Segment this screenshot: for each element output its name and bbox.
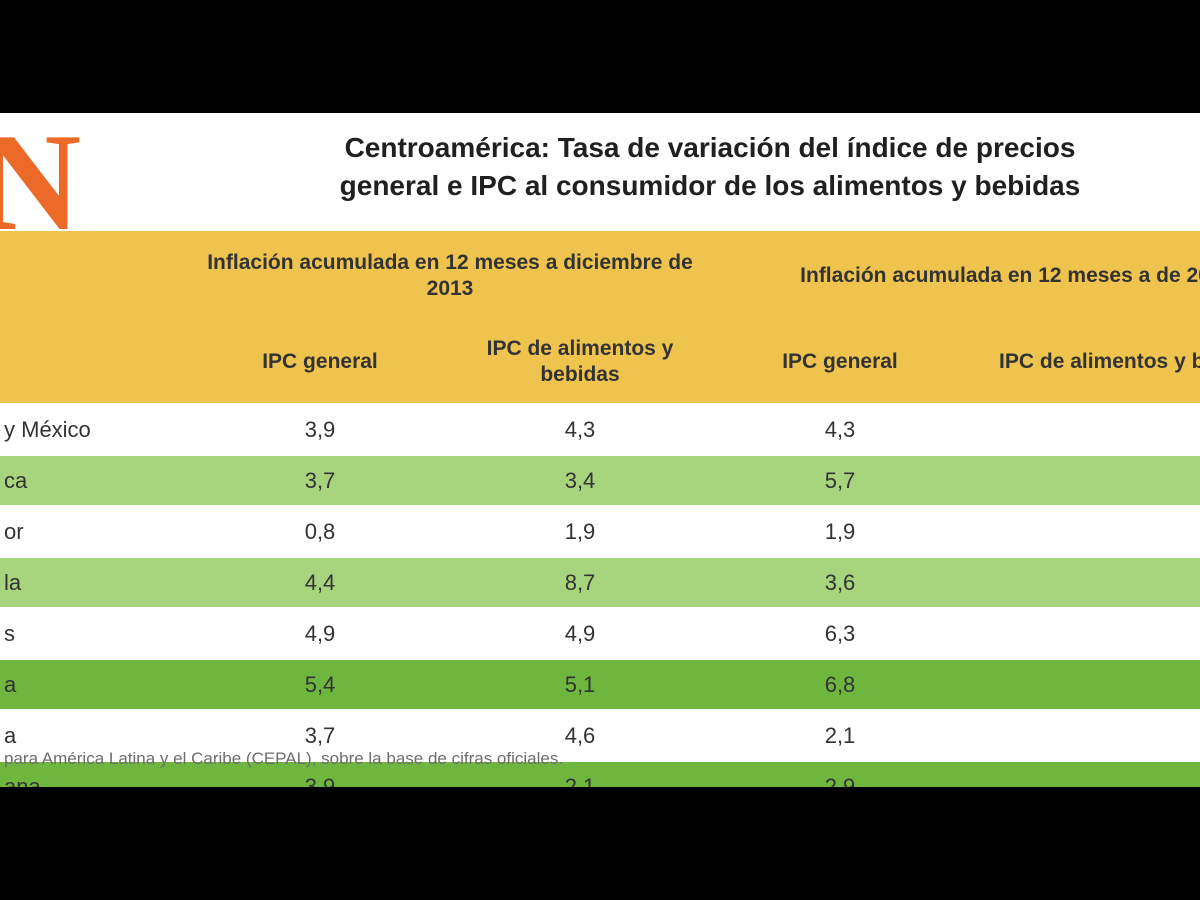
cell-value: 4,9 — [190, 608, 450, 659]
source-note: para América Latina y el Caribe (CEPAL),… — [4, 749, 1194, 769]
table-row: s4,94,96,3 — [0, 608, 1200, 659]
header-sub-empty — [0, 321, 190, 404]
header-group-2013: Inflación acumulada en 12 meses a diciem… — [190, 231, 710, 321]
cell-value — [970, 608, 1200, 659]
row-label: ca — [0, 455, 190, 506]
cell-value: 1,9 — [710, 506, 970, 557]
cell-value: 4,4 — [190, 557, 450, 608]
cell-value: 6,8 — [710, 659, 970, 710]
row-label: y México — [0, 404, 190, 455]
cell-value — [970, 659, 1200, 710]
row-label: la — [0, 557, 190, 608]
table-header-group-row: Inflación acumulada en 12 meses a diciem… — [0, 231, 1200, 321]
cell-value: 1,9 — [450, 506, 710, 557]
cell-value — [970, 404, 1200, 455]
cell-value: 4,9 — [450, 608, 710, 659]
table-row: ca3,73,45,7 — [0, 455, 1200, 506]
cell-value: 5,4 — [190, 659, 450, 710]
header-col-ipc-alimentos-2013: IPC de alimentos y bebidas — [450, 321, 710, 404]
row-label: a — [0, 659, 190, 710]
row-label: or — [0, 506, 190, 557]
table-header-sub-row: IPC general IPC de alimentos y bebidas I… — [0, 321, 1200, 404]
cell-value — [970, 557, 1200, 608]
cell-value: 4,3 — [710, 404, 970, 455]
row-label: s — [0, 608, 190, 659]
table-title: Centroamérica: Tasa de variación del índ… — [220, 129, 1200, 205]
header-col-ipc-alimentos-2014: IPC de alimentos y bebidas — [970, 321, 1200, 404]
cell-value — [970, 506, 1200, 557]
inflation-table: Inflación acumulada en 12 meses a diciem… — [0, 231, 1200, 787]
header-empty — [0, 231, 190, 321]
table-row: or0,81,91,9 — [0, 506, 1200, 557]
cell-value: 3,6 — [710, 557, 970, 608]
table-row: la4,48,73,6 — [0, 557, 1200, 608]
cell-value: 4,3 — [450, 404, 710, 455]
cell-value: 8,7 — [450, 557, 710, 608]
cell-value: 3,7 — [190, 455, 450, 506]
title-line-2: general e IPC al consumidor de los alime… — [340, 170, 1081, 201]
table-body: y México3,94,34,3ca3,73,45,7or0,81,91,9l… — [0, 404, 1200, 787]
header-group-2014: Inflación acumulada en 12 meses a de 20 — [710, 231, 1200, 321]
cell-value: 3,4 — [450, 455, 710, 506]
cell-value: 3,9 — [190, 404, 450, 455]
cell-value: 6,3 — [710, 608, 970, 659]
table-row: a5,45,16,8 — [0, 659, 1200, 710]
header-col-ipc-general-2013: IPC general — [190, 321, 450, 404]
table-row: y México3,94,34,3 — [0, 404, 1200, 455]
header-col-ipc-general-2014: IPC general — [710, 321, 970, 404]
cell-value — [970, 455, 1200, 506]
cell-value: 5,7 — [710, 455, 970, 506]
title-line-1: Centroamérica: Tasa de variación del índ… — [345, 132, 1076, 163]
cell-value: 0,8 — [190, 506, 450, 557]
cell-value: 5,1 — [450, 659, 710, 710]
content-frame: N Centroamérica: Tasa de variación del í… — [0, 113, 1200, 787]
